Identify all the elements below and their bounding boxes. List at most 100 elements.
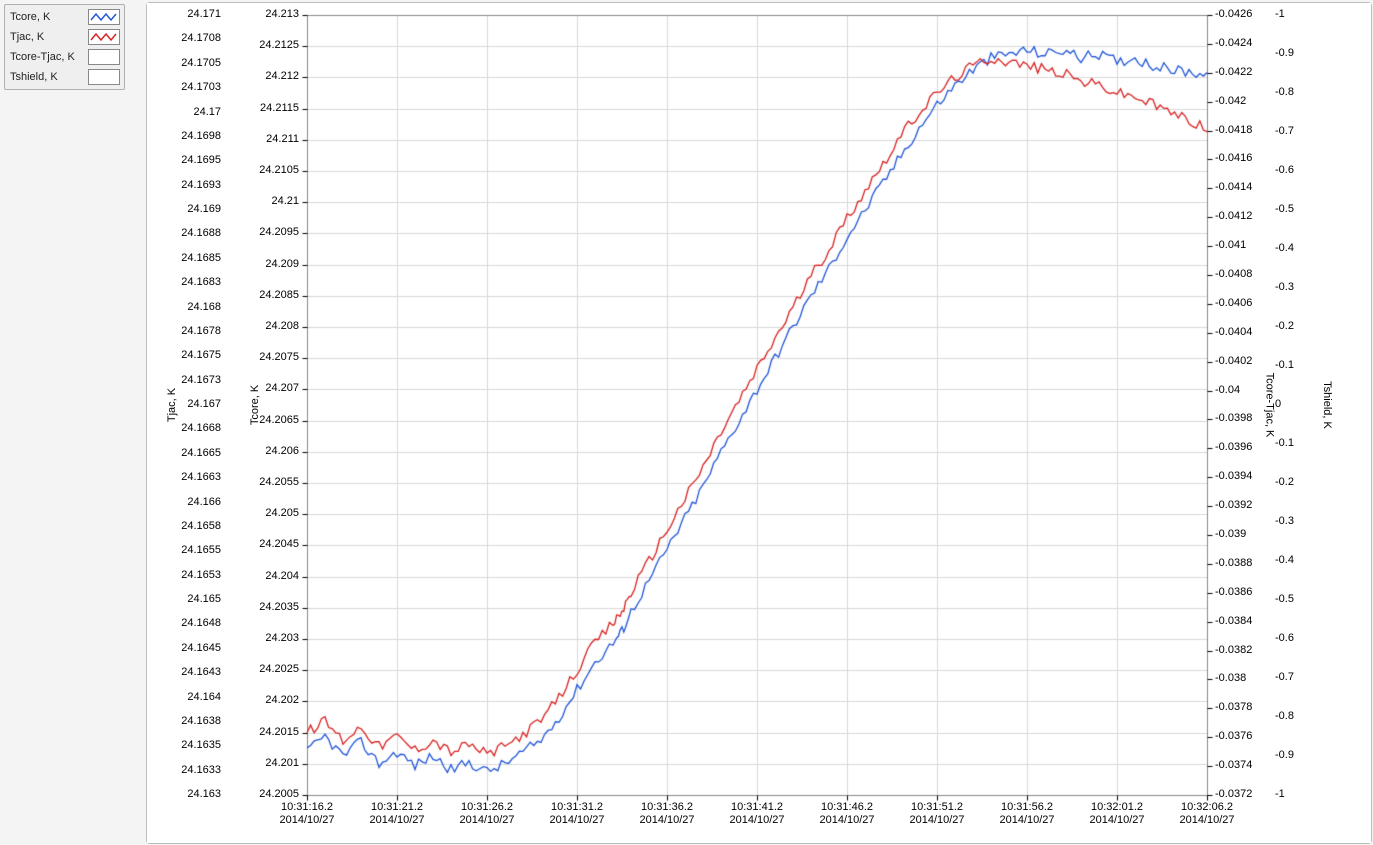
y-tick-tjac: 24.171 xyxy=(141,8,221,21)
y-tick-tjac: 24.1685 xyxy=(141,252,221,265)
legend-swatch[interactable] xyxy=(88,9,120,25)
legend-swatch[interactable] xyxy=(88,29,120,45)
axis-title-tshield: Tshield, K xyxy=(1321,381,1333,429)
x-tick: 10:31:16.22014/10/27 xyxy=(267,801,347,826)
y-tick-tjac: 24.1643 xyxy=(141,666,221,679)
y-tick-tjac: 24.1675 xyxy=(141,349,221,362)
y-tick-tjac: 24.169 xyxy=(141,203,221,216)
y-tick-tjac: 24.1648 xyxy=(141,617,221,630)
y-tick-tcore: 24.21 xyxy=(219,195,299,208)
x-tick-date: 2014/10/27 xyxy=(267,814,347,827)
y-tick-tcore: 24.2045 xyxy=(219,538,299,551)
y-tick-tjac: 24.168 xyxy=(141,301,221,314)
x-tick-time: 10:31:41.2 xyxy=(717,801,797,814)
x-tick-time: 10:31:36.2 xyxy=(627,801,707,814)
y-tick-tjac: 24.1663 xyxy=(141,471,221,484)
legend-swatch[interactable] xyxy=(88,69,120,85)
y-tick-tcore: 24.2035 xyxy=(219,601,299,614)
y-tick-tcore: 24.2115 xyxy=(219,102,299,115)
x-tick: 10:32:06.22014/10/27 xyxy=(1167,801,1247,826)
y-tick-tshield: -0.3 xyxy=(1275,515,1294,528)
y-tick-tcore: 24.2015 xyxy=(219,726,299,739)
y-tick-tjac: 24.1673 xyxy=(141,374,221,387)
y-tick-tshield: -0.2 xyxy=(1275,476,1294,489)
y-tick-tcore-tjac: -0.042 xyxy=(1215,95,1246,108)
x-tick: 10:31:21.22014/10/27 xyxy=(357,801,437,826)
y-tick-tcore-tjac: -0.0394 xyxy=(1215,470,1252,483)
x-tick-date: 2014/10/27 xyxy=(357,814,437,827)
x-tick: 10:31:41.22014/10/27 xyxy=(717,801,797,826)
y-tick-tcore-tjac: -0.0378 xyxy=(1215,701,1252,714)
y-tick-tjac: 24.1638 xyxy=(141,715,221,728)
y-tick-tshield: -0.8 xyxy=(1275,710,1294,723)
y-tick-tcore-tjac: -0.0392 xyxy=(1215,499,1252,512)
y-tick-tshield: -1 xyxy=(1275,8,1285,21)
x-tick-date: 2014/10/27 xyxy=(807,814,887,827)
y-tick-tcore: 24.2025 xyxy=(219,663,299,676)
y-tick-tcore-tjac: -0.0404 xyxy=(1215,326,1252,339)
x-tick-date: 2014/10/27 xyxy=(537,814,617,827)
y-tick-tshield: -0.1 xyxy=(1275,359,1294,372)
legend-label: Tcore-Tjac, K xyxy=(7,51,88,63)
x-tick: 10:31:46.22014/10/27 xyxy=(807,801,887,826)
y-tick-tcore-tjac: -0.0398 xyxy=(1215,412,1252,425)
y-tick-tjac: 24.1705 xyxy=(141,57,221,70)
y-tick-tshield: -0.7 xyxy=(1275,125,1294,138)
legend-row[interactable]: Tjac, K xyxy=(7,27,122,47)
x-tick: 10:31:51.22014/10/27 xyxy=(897,801,977,826)
y-tick-tjac: 24.1668 xyxy=(141,422,221,435)
y-tick-tshield: -1 xyxy=(1275,788,1285,801)
y-tick-tjac: 24.1695 xyxy=(141,154,221,167)
y-tick-tcore-tjac: -0.0376 xyxy=(1215,730,1252,743)
legend-row[interactable]: Tcore, K xyxy=(7,7,122,27)
x-tick-time: 10:31:26.2 xyxy=(447,801,527,814)
x-tick-time: 10:31:16.2 xyxy=(267,801,347,814)
axis-title-tcore-tjac: Tcore-Tjac, K xyxy=(1263,373,1275,438)
legend-label: Tshield, K xyxy=(7,71,88,83)
x-tick-date: 2014/10/27 xyxy=(717,814,797,827)
legend-row[interactable]: Tcore-Tjac, K xyxy=(7,47,122,67)
y-tick-tshield: 0 xyxy=(1275,398,1281,411)
y-tick-tcore: 24.202 xyxy=(219,694,299,707)
y-tick-tcore-tjac: -0.041 xyxy=(1215,239,1246,252)
y-tick-tcore-tjac: -0.0414 xyxy=(1215,181,1252,194)
y-tick-tcore-tjac: -0.0382 xyxy=(1215,644,1252,657)
y-tick-tjac: 24.1658 xyxy=(141,520,221,533)
legend-label: Tcore, K xyxy=(7,11,88,23)
y-tick-tjac: 24.1653 xyxy=(141,569,221,582)
y-tick-tcore: 24.209 xyxy=(219,258,299,271)
axis-title-tcore: Tcore, K xyxy=(249,385,261,425)
x-tick: 10:31:36.22014/10/27 xyxy=(627,801,707,826)
y-tick-tcore: 24.205 xyxy=(219,507,299,520)
y-tick-tjac: 24.1703 xyxy=(141,81,221,94)
y-tick-tjac: 24.1655 xyxy=(141,544,221,557)
y-tick-tcore-tjac: -0.038 xyxy=(1215,672,1246,685)
y-tick-tjac: 24.1678 xyxy=(141,325,221,338)
y-tick-tcore: 24.2075 xyxy=(219,351,299,364)
x-tick-date: 2014/10/27 xyxy=(1077,814,1157,827)
y-tick-tcore: 24.204 xyxy=(219,570,299,583)
y-tick-tcore: 24.2125 xyxy=(219,39,299,52)
y-tick-tjac: 24.1635 xyxy=(141,739,221,752)
y-tick-tcore-tjac: -0.039 xyxy=(1215,528,1246,541)
legend-row[interactable]: Tshield, K xyxy=(7,67,122,87)
y-tick-tjac: 24.163 xyxy=(141,788,221,801)
y-tick-tcore-tjac: -0.0372 xyxy=(1215,788,1252,801)
y-tick-tjac: 24.1693 xyxy=(141,179,221,192)
legend-swatch[interactable] xyxy=(88,49,120,65)
y-tick-tshield: -0.8 xyxy=(1275,86,1294,99)
chart-canvas[interactable] xyxy=(147,3,1371,843)
y-tick-tjac: 24.1683 xyxy=(141,276,221,289)
y-tick-tjac: 24.166 xyxy=(141,496,221,509)
y-tick-tjac: 24.1698 xyxy=(141,130,221,143)
y-tick-tshield: -0.3 xyxy=(1275,281,1294,294)
y-tick-tshield: -0.2 xyxy=(1275,320,1294,333)
y-tick-tcore-tjac: -0.0384 xyxy=(1215,615,1252,628)
y-tick-tcore-tjac: -0.0424 xyxy=(1215,37,1252,50)
y-tick-tcore-tjac: -0.0396 xyxy=(1215,441,1252,454)
y-tick-tjac: 24.165 xyxy=(141,593,221,606)
y-tick-tcore-tjac: -0.0426 xyxy=(1215,8,1252,21)
y-tick-tshield: -0.5 xyxy=(1275,203,1294,216)
chart-frame[interactable]: 24.17124.170824.170524.170324.1724.16982… xyxy=(146,2,1372,844)
y-tick-tcore: 24.208 xyxy=(219,320,299,333)
